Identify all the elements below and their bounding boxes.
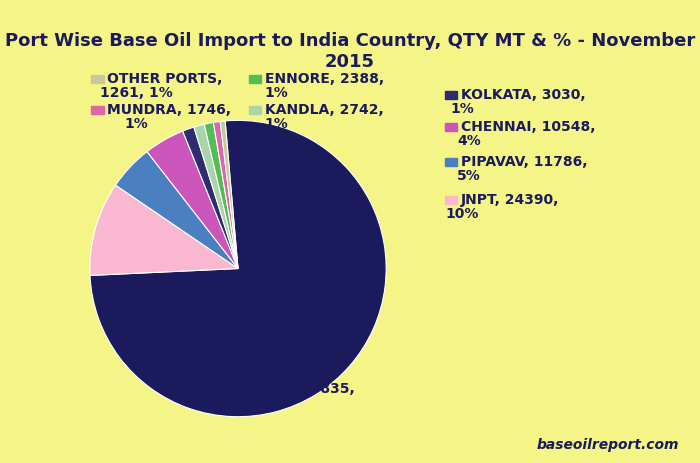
Text: 10%: 10% [445, 207, 479, 221]
Text: JNPT, 24390,: JNPT, 24390, [461, 193, 559, 207]
Wedge shape [214, 121, 238, 269]
Text: 1261, 1%: 1261, 1% [100, 86, 173, 100]
Text: PIPAVAV, 11786,: PIPAVAV, 11786, [461, 155, 587, 169]
Wedge shape [90, 185, 238, 275]
Wedge shape [194, 124, 238, 269]
Text: baseоilreport.com: baseоilreport.com [536, 438, 679, 452]
Text: 5%: 5% [457, 169, 481, 183]
Wedge shape [204, 122, 238, 269]
Wedge shape [90, 120, 386, 417]
Text: CHENNAI, 10548,: CHENNAI, 10548, [461, 120, 595, 134]
Wedge shape [183, 127, 238, 269]
Wedge shape [147, 131, 238, 269]
Text: 1%: 1% [125, 117, 148, 131]
Text: OTHER PORTS,: OTHER PORTS, [107, 72, 223, 86]
Text: KANDLA, 2742,: KANDLA, 2742, [265, 103, 384, 117]
Text: KOLKATA, 3030,: KOLKATA, 3030, [461, 88, 585, 102]
Text: MUNDRA, 1746,: MUNDRA, 1746, [107, 103, 231, 117]
Text: 1%: 1% [265, 117, 288, 131]
Text: 1%: 1% [450, 102, 474, 116]
Text: Port Wise Base Oil Import to India Country, QTY MT & % - November
2015: Port Wise Base Oil Import to India Count… [5, 32, 695, 71]
Text: 76%: 76% [235, 396, 269, 410]
Wedge shape [116, 151, 238, 269]
Text: 1%: 1% [265, 86, 288, 100]
Text: ENNORE, 2388,: ENNORE, 2388, [265, 72, 384, 86]
Wedge shape [220, 121, 238, 269]
Text: MUMBAI, 179835,: MUMBAI, 179835, [216, 382, 354, 396]
Text: 4%: 4% [457, 134, 481, 148]
